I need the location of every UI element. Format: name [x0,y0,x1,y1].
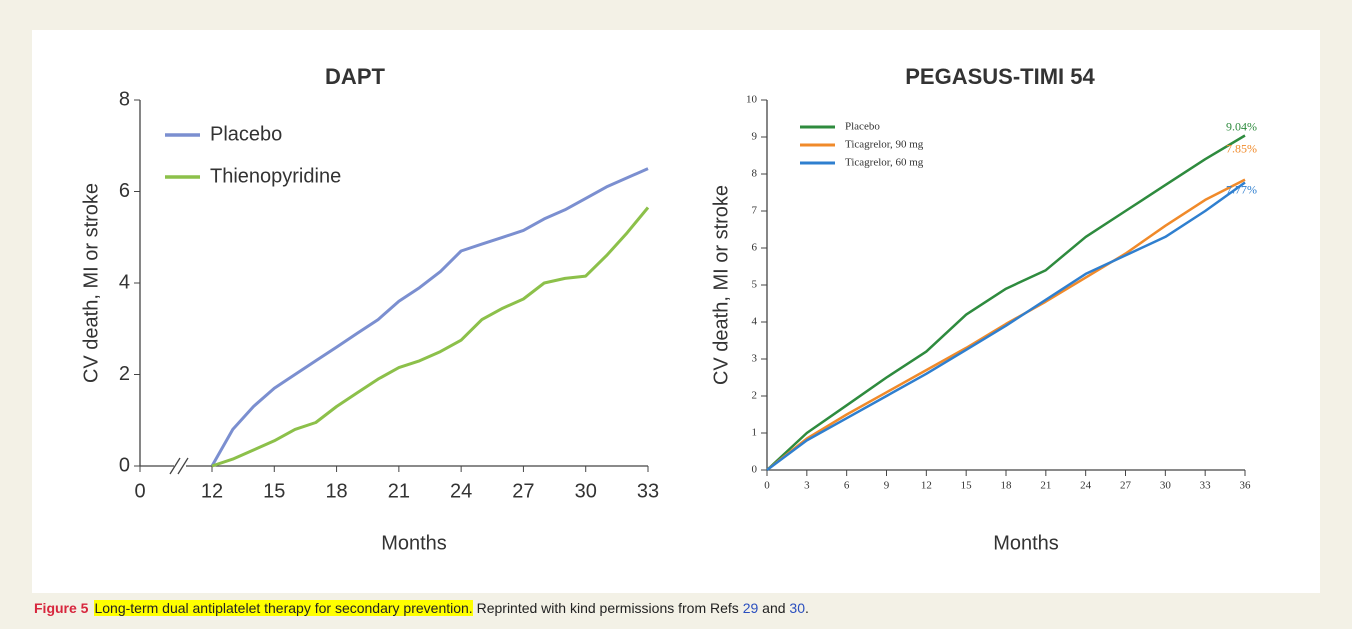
y-tick-label: 8 [752,168,758,180]
legend-label: Ticagrelor, 60 mg [845,157,924,169]
y-tick-label: 5 [752,279,758,291]
series-line [211,206,650,468]
axis-break-gap [174,463,186,469]
legend-label: Ticagrelor, 90 mg [845,139,924,151]
legend-label: Placebo [845,121,880,133]
x-tick-label: 30 [575,480,597,502]
x-tick-label: 33 [637,480,659,502]
x-tick-label: 33 [1200,480,1212,492]
x-tick-label: 21 [1040,480,1051,492]
y-tick-label: 9 [752,131,758,143]
x-axis-label: Months [993,532,1059,554]
y-tick-label: 4 [752,316,758,328]
x-tick-label: 36 [1240,480,1252,492]
caption: Figure 5 Long-term dual antiplatelet ther… [34,600,809,616]
value-label: 7.85% [1226,141,1257,155]
axis-break [177,457,189,475]
x-tick-label: 24 [1080,480,1092,492]
y-tick-label: 3 [752,353,758,365]
y-tick-label: 7 [752,205,758,217]
x-tick-label: 27 [512,480,534,502]
y-axis-label: CV death, MI or stroke [710,185,732,385]
figure-label: Figure 5 [34,600,89,616]
y-tick-label: 6 [752,242,758,254]
x-tick-label: 6 [844,480,850,492]
x-tick-label: 18 [1001,480,1013,492]
figure-panel [32,30,1320,593]
x-tick-label: 3 [804,480,810,492]
series-line [766,181,1246,472]
ref-link[interactable]: 29 [742,600,759,616]
y-tick-label: 10 [746,94,758,106]
y-tick-label: 4 [119,271,130,293]
x-tick-label: 12 [201,480,223,502]
x-axis-label: Months [381,532,447,554]
caption-text: Reprinted with kind permissions from Ref… [476,600,739,616]
y-tick-label: 0 [752,464,758,476]
legend-label: Placebo [210,123,282,145]
x-tick-label: 15 [961,480,973,492]
y-tick-label: 2 [119,363,130,385]
x-tick-label: 0 [134,480,145,502]
x-tick-label: 0 [764,480,770,492]
axis-break [169,457,181,475]
x-tick-label: 15 [263,480,285,502]
y-tick-label: 6 [119,180,130,202]
x-tick-label: 27 [1120,480,1132,492]
x-tick-label: 9 [884,480,890,492]
value-label: 9.04% [1226,119,1257,133]
series-line [210,167,649,467]
y-tick-label: 1 [752,427,758,439]
caption-text: and [762,600,786,616]
x-tick-label: 12 [921,480,932,492]
ref-link[interactable]: 30 [789,600,805,616]
x-tick-label: 24 [450,480,472,502]
y-tick-label: 0 [119,454,130,476]
x-tick-label: 30 [1160,480,1172,492]
series-line [766,178,1246,471]
chart-title: DAPT [325,64,385,89]
y-axis-label: CV death, MI or stroke [80,183,102,383]
y-tick-label: 2 [752,390,758,402]
legend-label: Thienopyridine [210,165,341,187]
y-tick-label: 8 [119,88,130,110]
x-tick-label: 21 [388,480,410,502]
value-label: 7.77% [1226,182,1257,196]
figure-title: Long-term dual antiplatelet therapy for … [94,600,473,616]
series-line [766,134,1246,471]
chart-title: PEGASUS-TIMI 54 [905,64,1095,89]
caption-text: . [805,600,809,616]
x-tick-label: 18 [325,480,347,502]
